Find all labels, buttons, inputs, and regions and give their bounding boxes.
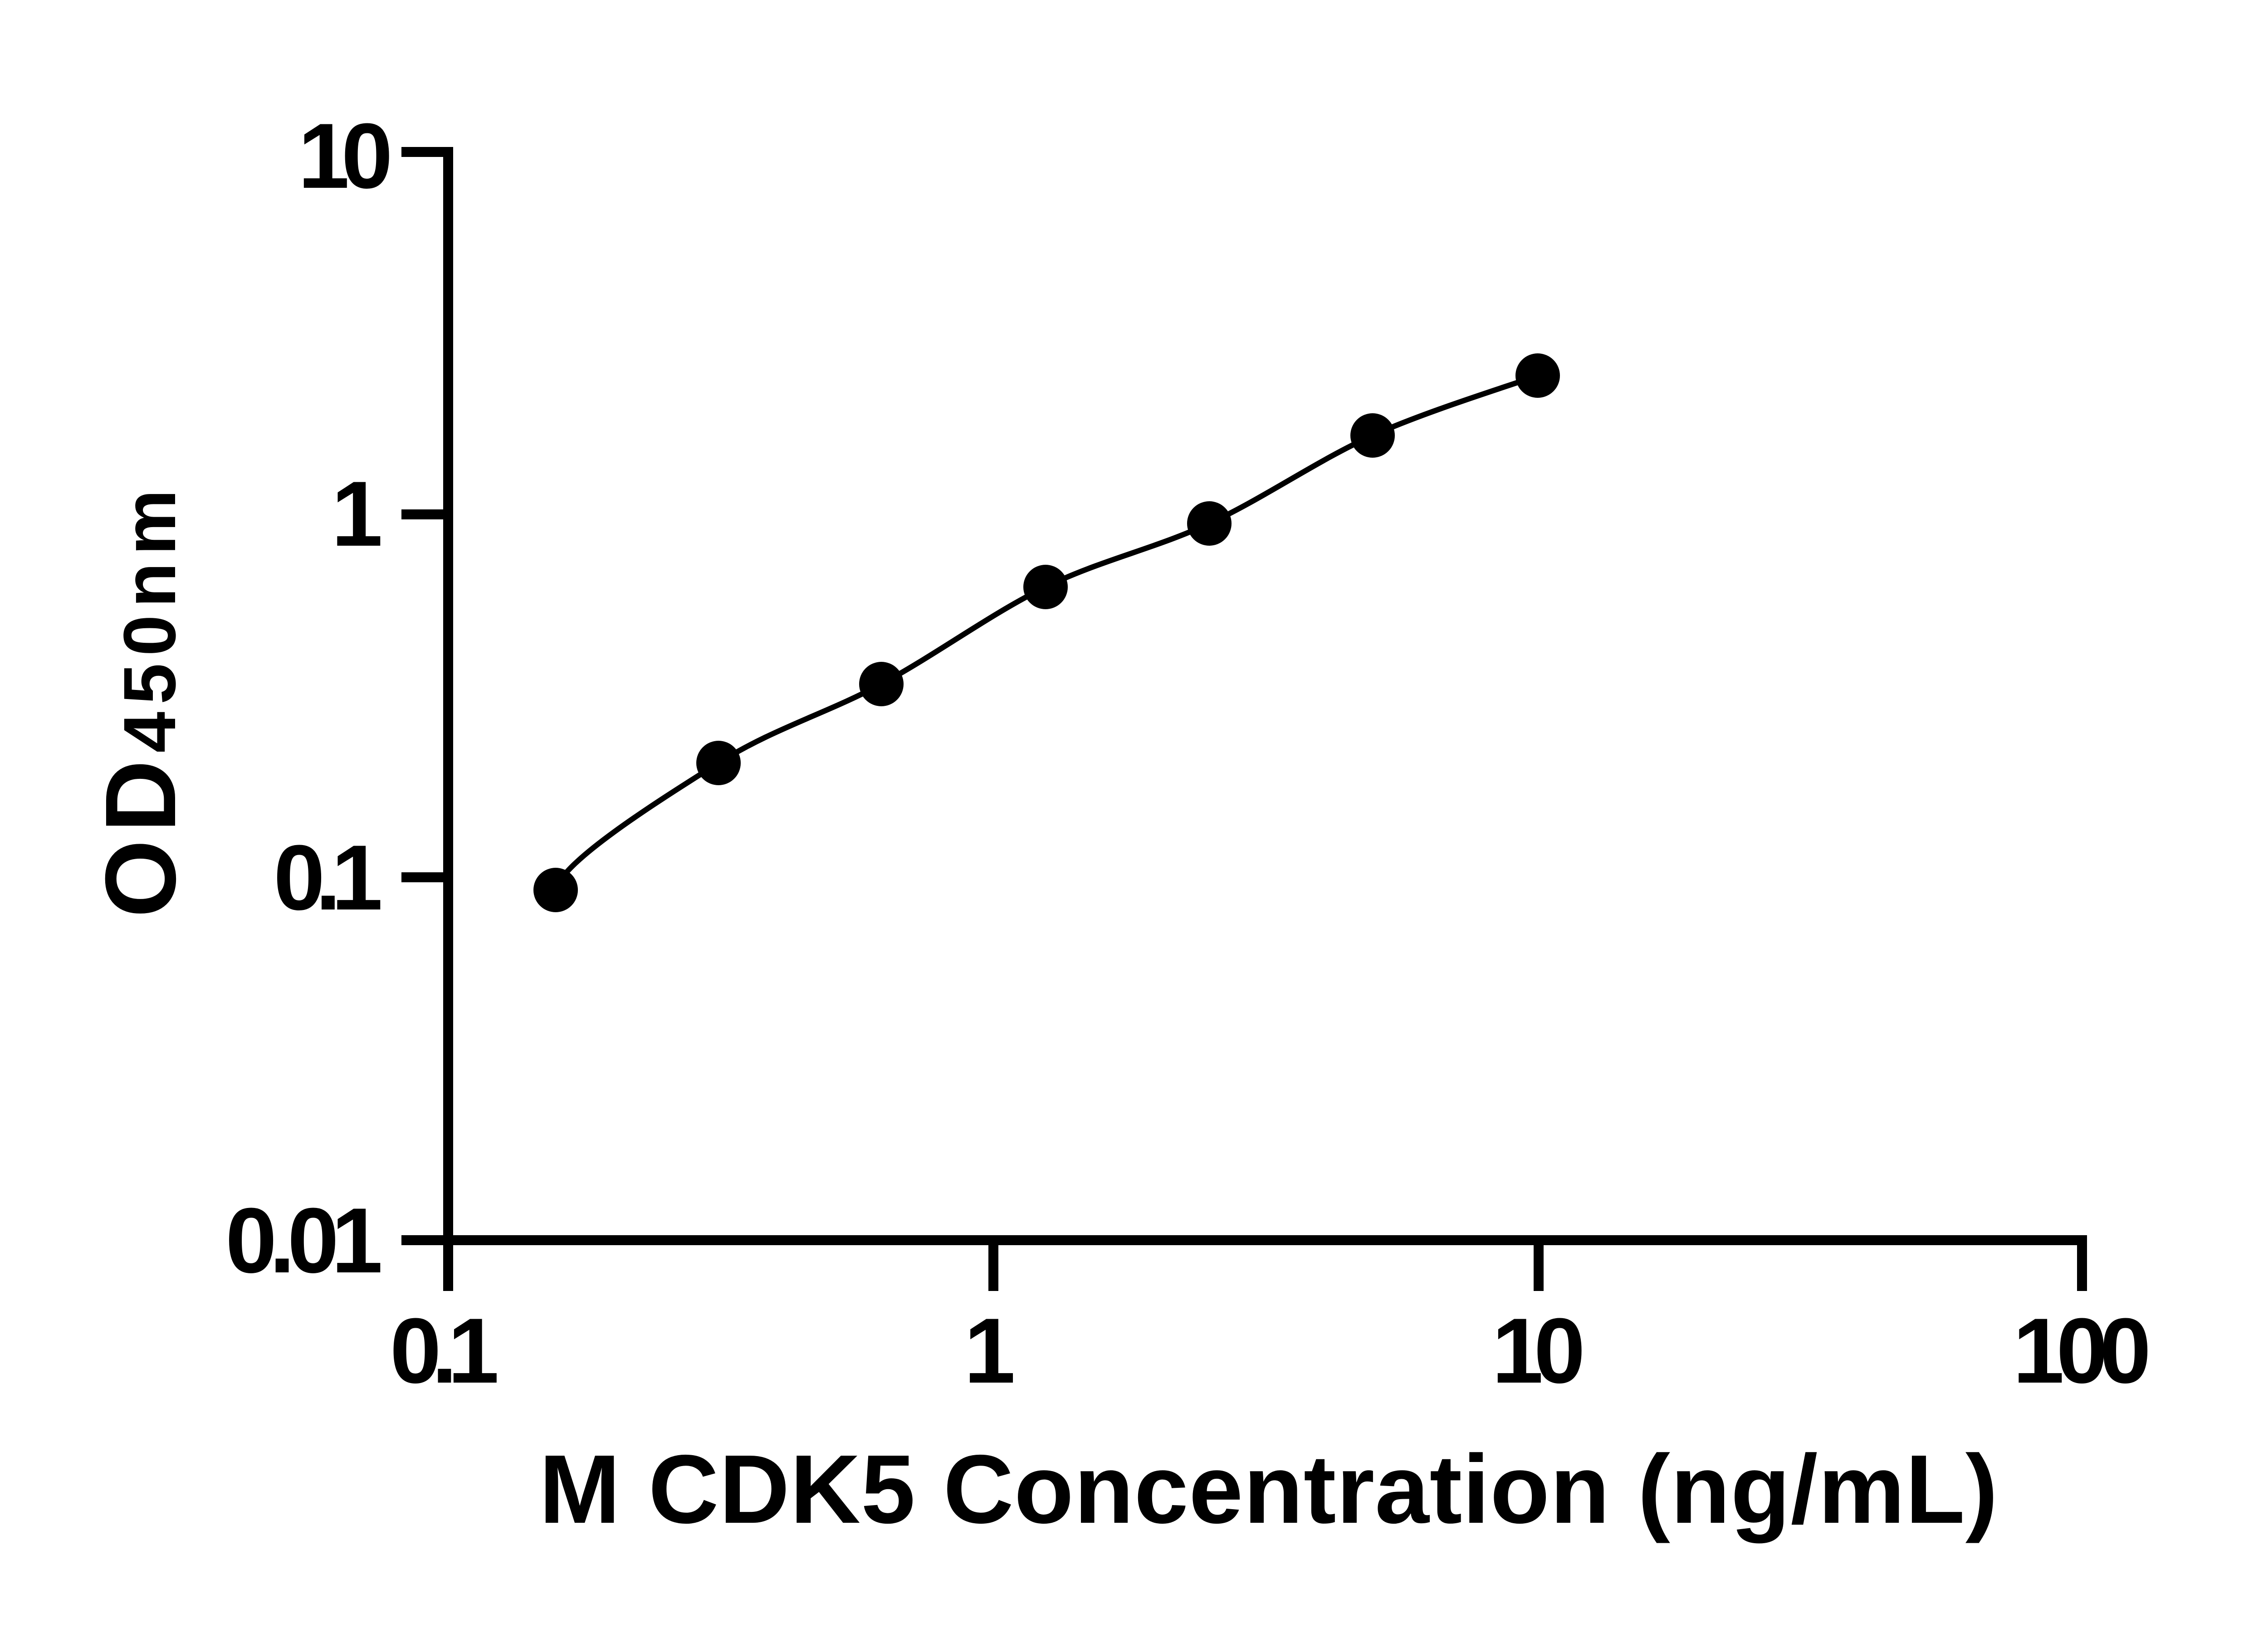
svg-text:0.01: 0.01 bbox=[225, 1189, 383, 1292]
svg-text:10: 10 bbox=[1492, 1299, 1585, 1403]
svg-text:0.1: 0.1 bbox=[390, 1299, 499, 1403]
svg-text:10: 10 bbox=[298, 104, 393, 208]
svg-text:1: 1 bbox=[332, 462, 383, 566]
svg-text:OD450nm: OD450nm bbox=[84, 482, 196, 918]
svg-text:100: 100 bbox=[2013, 1299, 2151, 1403]
svg-text:1: 1 bbox=[964, 1299, 1015, 1403]
svg-text:M CDK5 Concentration (ng/mL): M CDK5 Concentration (ng/mL) bbox=[539, 1434, 1999, 1544]
svg-text:0.1: 0.1 bbox=[274, 826, 383, 929]
